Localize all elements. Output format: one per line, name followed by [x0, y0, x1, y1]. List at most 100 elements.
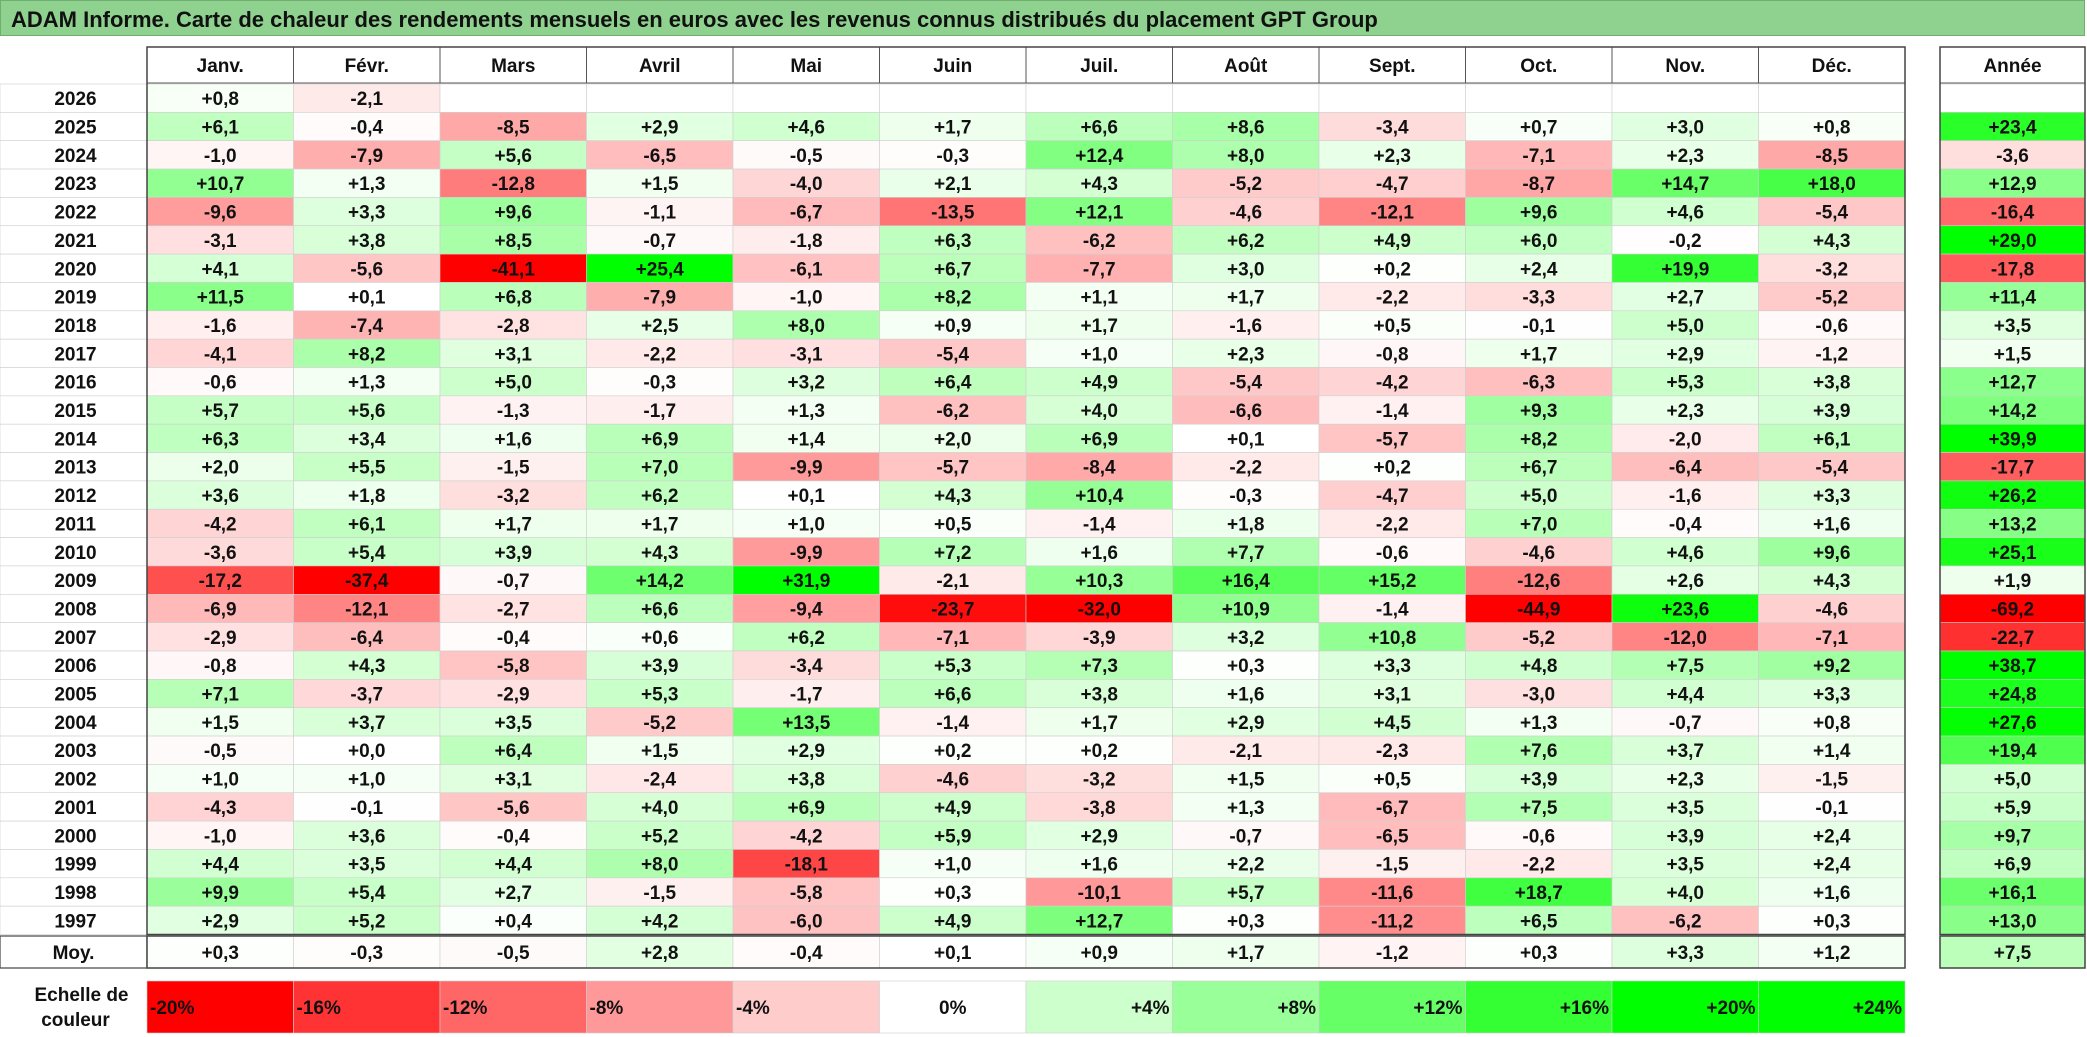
cell-value: -4,2	[790, 826, 823, 847]
year-label: 2004	[54, 713, 97, 734]
cell-value: +6,4	[494, 741, 532, 762]
cell-value: +1,6	[1080, 855, 1118, 876]
heatmap-cell	[732, 112, 880, 141]
cell-value: +0,0	[348, 741, 386, 762]
year-label: 2024	[54, 146, 97, 167]
year-label: 2013	[54, 458, 96, 479]
cell-value: -2,1	[936, 571, 969, 592]
cell-value: +12,7	[1075, 911, 1123, 932]
cell-value: -6,6	[1229, 401, 1262, 422]
year-label-cell	[0, 83, 148, 113]
cell-value: -7,9	[350, 146, 383, 167]
cell-value: -0,4	[350, 118, 383, 139]
heatmap-cell	[1025, 508, 1173, 538]
cell-value: +3,0	[1666, 118, 1704, 139]
cell-value: +8,2	[934, 288, 972, 309]
heatmap-cell	[1318, 650, 1466, 680]
cell-value: +2,4	[1813, 855, 1851, 876]
cell-value: +1,0	[348, 770, 386, 791]
heatmap-cell	[732, 792, 880, 822]
heatmap-cell	[1611, 877, 1759, 907]
heatmap-cell	[1465, 508, 1613, 538]
cell-value: -1,0	[204, 826, 237, 847]
cell-value: -3,1	[790, 344, 823, 365]
annual-cell	[1939, 282, 2086, 312]
cell-value: +5,3	[1666, 373, 1704, 394]
cell-value: -6,3	[1522, 373, 1555, 394]
year-label: 2011	[55, 514, 97, 535]
heatmap-cell	[293, 452, 441, 482]
year-label: 2012	[54, 486, 96, 507]
cell-value: +2,6	[1666, 571, 1704, 592]
cell-value: -1,4	[1376, 599, 1409, 620]
heatmap-cell	[293, 112, 441, 141]
heatmap-cell	[879, 310, 1027, 340]
cell-value: +3,7	[348, 713, 386, 734]
cell-value: +0,2	[1373, 259, 1411, 280]
average-value: +1,2	[1813, 943, 1851, 964]
cell-value: +1,8	[1227, 514, 1265, 535]
annual-cell	[1939, 395, 2086, 425]
heatmap-cell	[293, 395, 441, 425]
scale-stop-label: -4%	[736, 998, 770, 1019]
cell-value: -3,7	[350, 685, 383, 706]
cell-value: -6,1	[790, 259, 823, 280]
cell-value: +2,9	[641, 118, 679, 139]
cell-value: +1,0	[201, 770, 239, 791]
cell-value: +7,3	[1080, 656, 1118, 677]
cell-value: -0,4	[497, 628, 530, 649]
month-header-label: Avril	[639, 56, 681, 77]
heatmap-cell	[1025, 537, 1173, 567]
cell-value: +4,9	[1373, 231, 1411, 252]
cell-value: +3,4	[348, 429, 386, 450]
scale-stop-label: +16%	[1560, 998, 1609, 1019]
cell-value: +9,9	[201, 883, 239, 904]
cell-value: -0,8	[204, 656, 237, 677]
heatmap-cell	[732, 764, 880, 794]
heatmap-cell	[732, 367, 880, 397]
cell-value: -11,2	[1371, 911, 1413, 932]
heatmap-cell	[293, 508, 441, 538]
cell-value: -4,6	[1229, 203, 1262, 224]
heatmap-cell	[293, 650, 441, 680]
heatmap-cell	[146, 905, 294, 935]
heatmap-cell	[439, 83, 587, 113]
cell-value: +3,3	[1813, 486, 1851, 507]
month-header-cell	[732, 46, 880, 84]
cell-value: +4,9	[934, 911, 972, 932]
cell-value: -2,9	[204, 628, 237, 649]
annual-cell	[1939, 225, 2086, 255]
heatmap-cell	[439, 452, 587, 482]
cell-value: +10,3	[1075, 571, 1123, 592]
heatmap-cell	[732, 679, 880, 708]
heatmap-cell	[1758, 253, 1906, 283]
cell-value: -2,2	[643, 344, 676, 365]
heatmap-cell	[879, 395, 1027, 425]
scale-swatch	[1318, 980, 1466, 1034]
heatmap-cell	[439, 565, 587, 595]
cell-value: -0,5	[204, 741, 237, 762]
heatmap-cell	[146, 565, 294, 595]
scale-swatch	[879, 980, 1027, 1034]
heatmap-cell	[439, 735, 587, 765]
cell-value: -3,3	[1522, 288, 1555, 309]
cell-value: +7,0	[641, 458, 679, 479]
heatmap-cell	[1318, 282, 1466, 312]
heatmap-cell	[1025, 820, 1173, 850]
cell-value: -11,6	[1371, 883, 1413, 904]
average-value: -1,2	[1376, 943, 1409, 964]
cell-value: -7,1	[936, 628, 969, 649]
heatmap-cell	[439, 423, 587, 453]
annual-value: +14,2	[1988, 401, 2036, 422]
annual-cell	[1939, 707, 2086, 737]
cell-value: +4,4	[1666, 685, 1704, 706]
heatmap-cell	[586, 395, 734, 425]
cell-value: +5,2	[348, 911, 386, 932]
cell-value: +6,1	[348, 514, 386, 535]
scale-swatch	[439, 980, 587, 1034]
month-header-label: Déc.	[1812, 56, 1852, 77]
heatmap-cell	[1758, 282, 1906, 312]
cell-value: +0,3	[1227, 656, 1265, 677]
heatmap-cell	[879, 650, 1027, 680]
cell-value: -8,4	[1083, 458, 1116, 479]
